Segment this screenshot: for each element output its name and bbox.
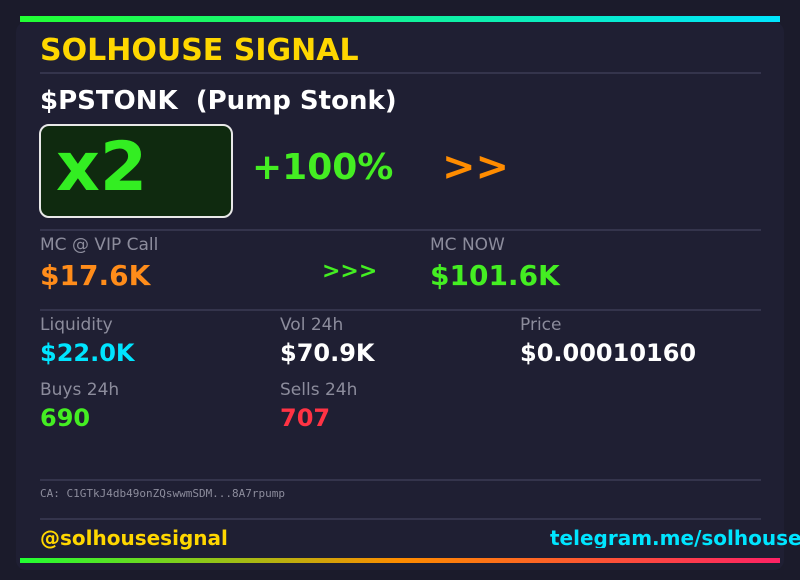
mc-call-label: MC @ VIP Call	[40, 235, 159, 255]
stat-label: Liquidity	[40, 315, 113, 335]
contract-address: CA: C1GTkJ4db49onZQswwmSDM...8A7rpump	[40, 487, 286, 500]
stat-value: $0.00010160	[520, 339, 697, 367]
arrows: >>	[442, 144, 510, 190]
stat-value: $70.9K	[280, 339, 375, 367]
divider	[40, 309, 761, 311]
divider	[40, 518, 761, 520]
badge-box	[39, 124, 233, 218]
title: SOLHOUSE SIGNAL	[40, 33, 359, 68]
telegram-link: telegram.me/solhouse	[550, 528, 800, 548]
card	[16, 22, 784, 570]
mc-call-value: $17.6K	[40, 259, 151, 292]
top-bar	[20, 16, 780, 22]
mc-now-value: $101.6K	[430, 259, 560, 292]
divider	[40, 229, 761, 231]
divider	[40, 72, 761, 74]
stat-value: 690	[40, 404, 91, 432]
mc-arrows: >>>	[322, 259, 378, 284]
mc-now-label: MC NOW	[430, 235, 505, 255]
handle: @solhousesignal	[40, 526, 228, 550]
token-name: $PSTONK (Pump Stonk)	[40, 86, 397, 116]
stat-value: 707	[280, 404, 331, 432]
multiplier-badge: x2	[56, 128, 148, 207]
stat-label: Buys 24h	[40, 380, 120, 400]
divider	[40, 479, 761, 481]
stat-label: Price	[520, 315, 562, 335]
stat-label: Sells 24h	[280, 380, 358, 400]
stat-label: Vol 24h	[280, 315, 344, 335]
stat-value: $22.0K	[40, 339, 135, 367]
percent-change: +100%	[252, 147, 394, 188]
bottom-bar	[20, 558, 780, 563]
